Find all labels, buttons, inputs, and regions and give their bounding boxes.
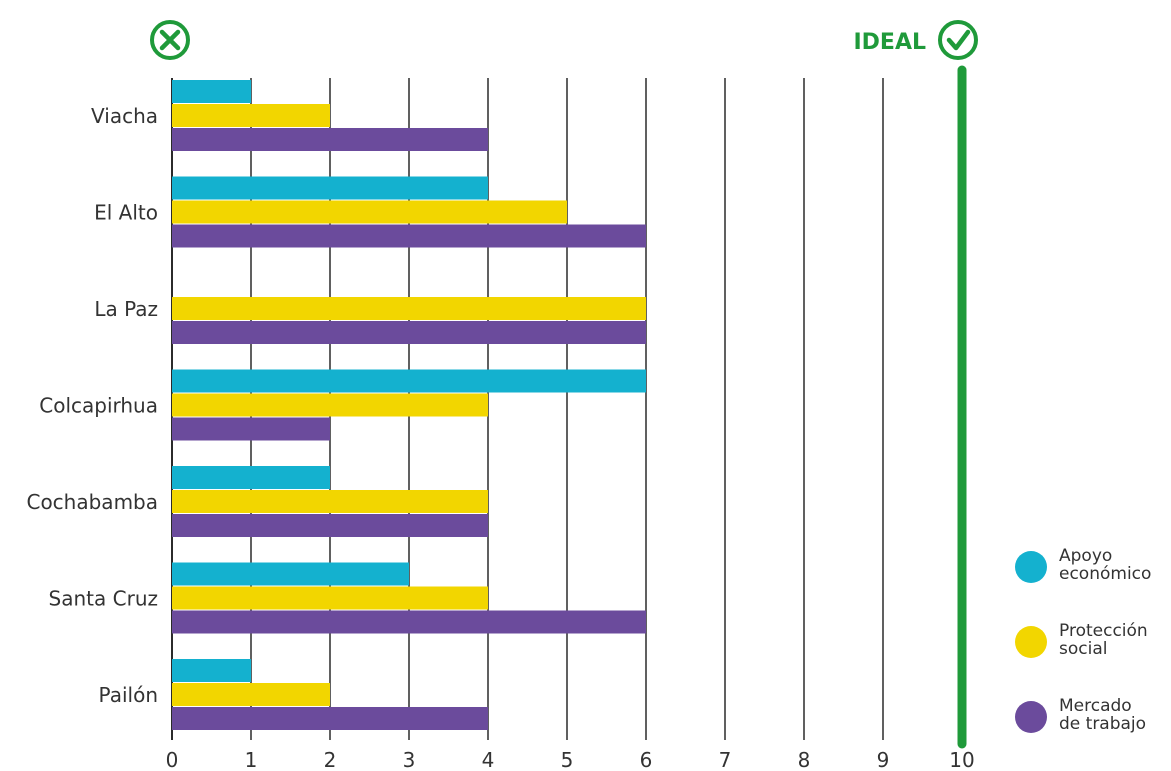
ideal-label: IDEAL <box>853 30 926 55</box>
legend-label-line: Mercado <box>1059 696 1132 716</box>
x-tick-label: 1 <box>245 748 258 771</box>
bar <box>172 297 646 320</box>
bar <box>172 611 646 634</box>
cross-mark <box>162 32 178 48</box>
category-labels: Viacha El Alto La Paz Colcapirhua Cochabamba… <box>26 104 158 707</box>
bar <box>172 225 646 248</box>
bar <box>172 370 646 393</box>
legend-label-line: Protección <box>1059 621 1148 641</box>
x-tick-label: 10 <box>949 748 974 771</box>
bar <box>172 514 488 537</box>
category-label: Colcapirhua <box>39 394 158 418</box>
x-tick-label: 2 <box>324 748 337 771</box>
bar <box>172 466 330 489</box>
bar <box>172 490 488 513</box>
bar <box>172 321 646 344</box>
legend-swatch <box>1015 551 1047 583</box>
x-tick-label: 4 <box>482 748 495 771</box>
check-mark <box>949 32 968 48</box>
legend-label: Mercado de trabajo <box>1059 696 1146 734</box>
bars <box>172 80 646 730</box>
legend-label: Protección social <box>1059 621 1148 659</box>
bar <box>172 659 251 682</box>
legend-swatch <box>1015 626 1047 658</box>
bar <box>172 683 330 706</box>
bar <box>172 201 567 224</box>
bar <box>172 80 251 103</box>
bar <box>172 104 330 127</box>
bar <box>172 707 488 730</box>
category-label: La Paz <box>94 297 158 321</box>
bar <box>172 563 409 586</box>
legend: Apoyo económico Protección social Mercado de … <box>1015 546 1151 734</box>
bar <box>172 128 488 151</box>
cross-circle-icon <box>152 22 188 58</box>
bar <box>172 394 488 417</box>
category-label: El Alto <box>94 201 158 225</box>
legend-label: Apoyo económico <box>1059 546 1151 584</box>
bar <box>172 177 488 200</box>
category-label: Pailón <box>99 683 158 707</box>
x-tick-labels: 0 1 2 3 4 5 6 7 8 9 10 <box>166 748 975 771</box>
category-label: Cochabamba <box>26 490 158 514</box>
x-tick-label: 0 <box>166 748 179 771</box>
legend-label-line: de trabajo <box>1059 714 1146 734</box>
check-circle-icon <box>940 22 976 58</box>
legend-label-line: Apoyo <box>1059 546 1112 566</box>
x-tick-label: 3 <box>403 748 416 771</box>
legend-label-line: social <box>1059 639 1107 659</box>
x-tick-label: 7 <box>719 748 732 771</box>
bar <box>172 587 488 610</box>
x-tick-label: 5 <box>561 748 574 771</box>
x-tick-label: 8 <box>798 748 811 771</box>
x-tick-label: 6 <box>640 748 653 771</box>
category-label: Viacha <box>91 104 158 128</box>
x-tick-label: 9 <box>877 748 890 771</box>
bar <box>172 418 330 441</box>
legend-label-line: económico <box>1059 564 1151 584</box>
legend-swatch <box>1015 701 1047 733</box>
check-circle-outline <box>940 22 976 58</box>
category-label: Santa Cruz <box>49 587 158 611</box>
